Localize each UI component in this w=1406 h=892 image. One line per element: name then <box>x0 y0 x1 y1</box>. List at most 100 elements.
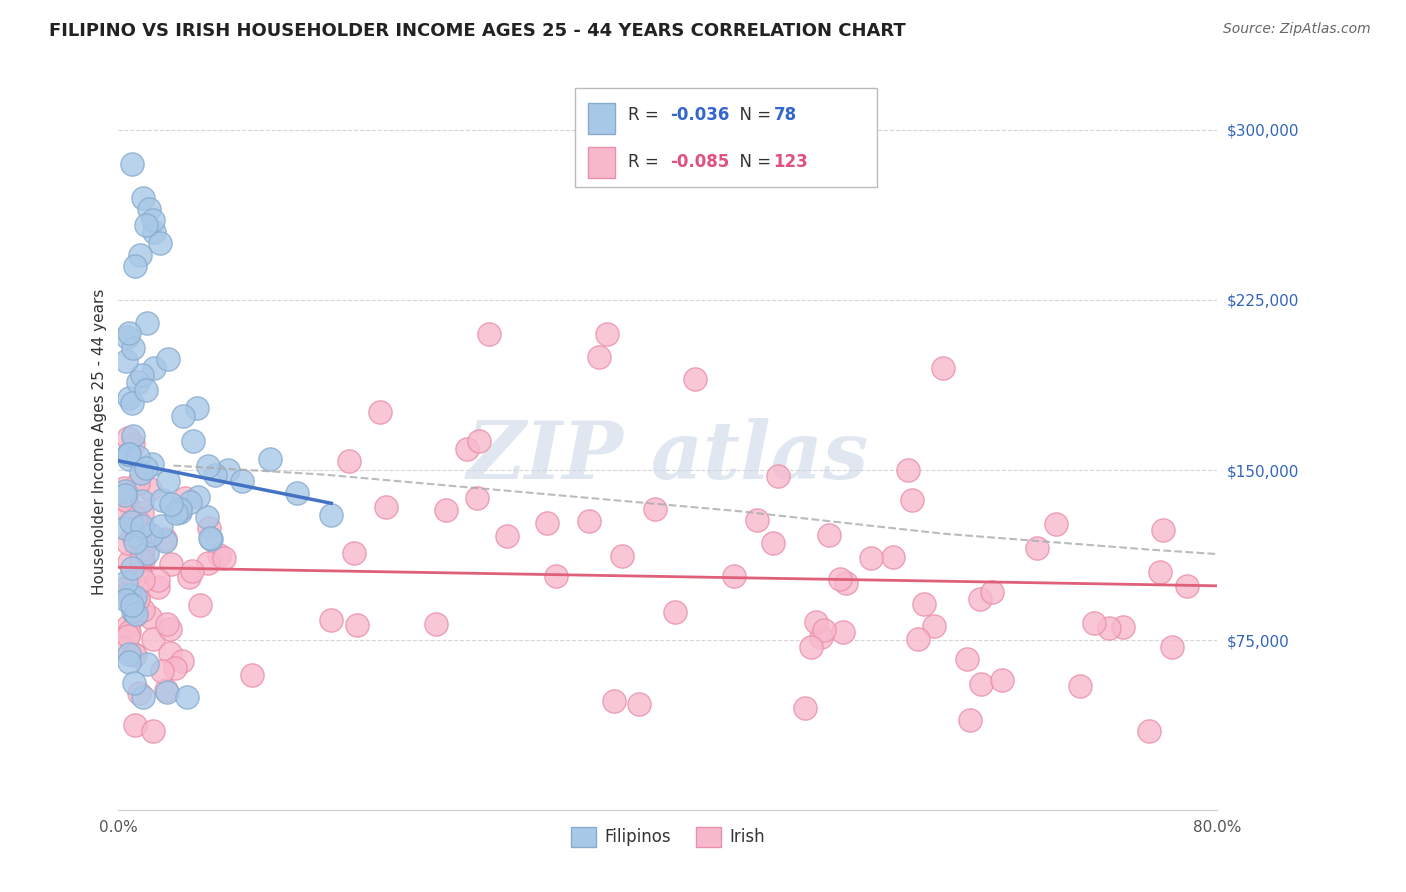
Point <box>117 589 139 603</box>
Point <box>121 599 143 613</box>
Point <box>117 656 139 670</box>
Point <box>146 573 169 587</box>
Point <box>155 685 177 699</box>
Point <box>121 574 143 589</box>
Point <box>120 515 142 529</box>
Point <box>131 494 153 508</box>
Point <box>128 531 150 545</box>
Text: FILIPINO VS IRISH HOUSEHOLDER INCOME AGES 25 - 44 YEARS CORRELATION CHART: FILIPINO VS IRISH HOUSEHOLDER INCOME AGE… <box>49 22 905 40</box>
Point <box>124 718 146 732</box>
Point <box>208 548 231 562</box>
Point <box>114 488 136 502</box>
Text: Source: ZipAtlas.com: Source: ZipAtlas.com <box>1223 22 1371 37</box>
Point <box>153 534 176 549</box>
Point <box>766 469 789 483</box>
Point <box>186 401 208 416</box>
Point <box>149 236 172 251</box>
Point <box>198 520 221 534</box>
Point <box>124 608 146 623</box>
Point <box>1161 640 1184 654</box>
Point <box>135 218 157 232</box>
Point <box>231 475 253 489</box>
Point <box>159 557 181 571</box>
Point <box>628 697 651 711</box>
Point <box>131 519 153 533</box>
Point <box>800 640 823 655</box>
Point <box>922 619 945 633</box>
Point <box>121 395 143 409</box>
Point <box>860 551 883 566</box>
Text: 123: 123 <box>773 153 808 171</box>
Point <box>132 191 155 205</box>
Legend: Filipinos, Irish: Filipinos, Irish <box>564 820 772 854</box>
Point <box>129 566 152 580</box>
Point <box>434 503 457 517</box>
Point <box>125 607 148 622</box>
Point <box>1137 724 1160 739</box>
Point <box>131 368 153 382</box>
Point <box>122 341 145 355</box>
Text: R =: R = <box>628 153 665 171</box>
Point <box>143 361 166 376</box>
Point <box>197 458 219 473</box>
Point <box>1175 579 1198 593</box>
Point <box>122 514 145 528</box>
Point <box>478 326 501 341</box>
Point <box>259 451 281 466</box>
Text: N =: N = <box>730 105 778 124</box>
Point <box>114 575 136 590</box>
Point <box>959 713 981 727</box>
Point <box>375 500 398 514</box>
Point <box>122 437 145 451</box>
Point <box>114 483 136 498</box>
Point <box>181 564 204 578</box>
Point <box>118 647 141 661</box>
Point <box>931 361 953 376</box>
Point <box>112 588 135 602</box>
Point <box>124 647 146 661</box>
FancyBboxPatch shape <box>588 103 616 134</box>
Point <box>117 431 139 445</box>
Point <box>121 157 143 171</box>
Point <box>136 546 159 560</box>
Point <box>165 661 187 675</box>
Point <box>368 405 391 419</box>
Text: ZIP atlas: ZIP atlas <box>467 417 869 495</box>
Point <box>830 573 852 587</box>
Point <box>127 591 149 606</box>
Point <box>121 560 143 574</box>
Point <box>321 508 343 523</box>
Point <box>644 502 666 516</box>
Point <box>121 528 143 542</box>
Point <box>117 447 139 461</box>
FancyBboxPatch shape <box>575 87 877 187</box>
Point <box>122 603 145 617</box>
Point <box>138 202 160 216</box>
Text: 78: 78 <box>773 105 797 124</box>
Point <box>115 492 138 507</box>
Point <box>115 354 138 368</box>
Point <box>142 724 165 739</box>
Point <box>578 514 600 528</box>
Point <box>195 509 218 524</box>
Point <box>204 467 226 482</box>
Point <box>153 533 176 547</box>
Point <box>804 615 827 630</box>
Point <box>114 521 136 535</box>
Point <box>897 462 920 476</box>
Point <box>1083 616 1105 631</box>
Point <box>181 434 204 449</box>
Point <box>129 466 152 480</box>
Point <box>172 409 194 424</box>
Point <box>346 618 368 632</box>
Point <box>112 641 135 656</box>
Point <box>117 619 139 633</box>
Point <box>343 546 366 560</box>
Point <box>179 570 201 584</box>
Point <box>794 701 817 715</box>
Point <box>173 491 195 506</box>
Point <box>169 501 191 516</box>
Point <box>146 580 169 594</box>
Point <box>602 694 624 708</box>
Point <box>612 549 634 564</box>
